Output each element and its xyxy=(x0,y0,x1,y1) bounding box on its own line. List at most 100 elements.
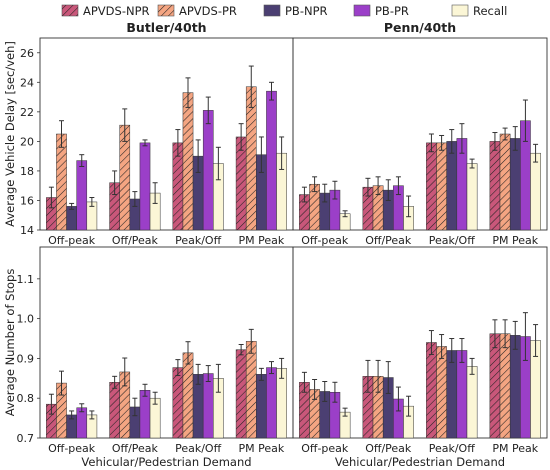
bar-hatch xyxy=(246,86,257,230)
y-tick-label: 1.1 xyxy=(17,273,35,286)
bar xyxy=(139,142,151,231)
y-tick-label: 18 xyxy=(20,165,34,178)
legend-label: PB-PR xyxy=(375,4,409,18)
y-tick-label: 0.9 xyxy=(17,352,35,365)
bar xyxy=(509,335,521,439)
y-axis-label: Average Vehicle Delay [sec/veh] xyxy=(3,41,17,227)
x-tick-label: Off/Peak xyxy=(365,234,412,247)
bar-hatch xyxy=(46,197,57,230)
bar-hatch xyxy=(362,376,374,438)
panel-title: Butler/40th xyxy=(126,20,206,35)
x-tick-label: Peak/Off xyxy=(429,442,475,455)
bar-hatch xyxy=(426,342,437,438)
bar-hatch xyxy=(489,141,501,230)
y-tick-label: 16 xyxy=(20,194,34,207)
bar-hatch xyxy=(373,185,384,230)
bar xyxy=(466,366,478,439)
bar-hatch xyxy=(182,92,194,231)
bar-hatch xyxy=(299,194,310,230)
bar-hatch xyxy=(373,376,384,438)
bar xyxy=(509,138,521,231)
x-tick-label: Off-peak xyxy=(48,234,96,247)
bar-hatch xyxy=(109,182,120,230)
legend-swatch xyxy=(353,4,371,17)
legend-label: Recall xyxy=(473,4,507,18)
legend-swatch-hatch xyxy=(158,5,174,16)
bar-hatch xyxy=(299,382,310,438)
y-tick-label: 0.8 xyxy=(17,392,35,405)
bar-hatch xyxy=(119,371,130,438)
x-tick-label: PM Peak xyxy=(492,234,538,247)
panel-title: Penn/40th xyxy=(384,20,456,35)
x-tick-label: Off/Peak xyxy=(112,234,159,247)
x-tick-label: Peak/Off xyxy=(175,442,221,455)
bar-hatch xyxy=(182,352,194,438)
bar xyxy=(202,110,214,231)
bar-hatch xyxy=(436,346,447,438)
bar xyxy=(139,390,151,439)
legend-swatch-hatch xyxy=(62,5,78,16)
bar-hatch xyxy=(56,134,67,230)
bar-hatch xyxy=(362,187,374,230)
bar xyxy=(466,163,478,231)
y-tick-label: 0.7 xyxy=(17,432,35,445)
x-axis-label: Vehicular/Pedestrian Demand xyxy=(81,455,251,469)
bar-hatch xyxy=(309,184,320,230)
x-tick-label: Off/Peak xyxy=(365,442,412,455)
legend-swatch xyxy=(451,4,469,17)
y-tick-label: 22 xyxy=(20,106,34,119)
y-tick-label: 14 xyxy=(20,224,34,237)
bar-hatch xyxy=(500,134,511,230)
bar-hatch xyxy=(236,349,247,438)
y-tick-label: 26 xyxy=(20,47,34,60)
bar xyxy=(76,407,88,439)
bar xyxy=(256,374,267,439)
x-tick-label: Off-peak xyxy=(48,442,96,455)
bar xyxy=(530,152,541,231)
legend-label: APVDS-NPR xyxy=(83,4,150,18)
plot-frame xyxy=(292,37,548,231)
bar-hatch xyxy=(119,125,130,230)
bar-hatch xyxy=(109,382,120,438)
bar xyxy=(446,141,458,231)
y-tick-label: 24 xyxy=(20,76,34,89)
bar xyxy=(266,367,277,439)
x-tick-label: PM Peak xyxy=(492,442,538,455)
x-tick-label: Off-peak xyxy=(301,234,349,247)
chart-panel: Penn/40th Off-peak Off/Peak Peak/Off PM Peak xyxy=(292,20,548,247)
bar xyxy=(266,90,277,231)
bar-hatch xyxy=(236,136,247,230)
bar-hatch xyxy=(246,341,257,438)
bar xyxy=(456,350,468,439)
bar-hatch xyxy=(500,333,511,438)
plot-frame xyxy=(292,246,548,439)
bar-hatch xyxy=(426,142,437,230)
bar-hatch xyxy=(489,333,501,438)
legend-label: PB-NPR xyxy=(285,4,328,18)
bar xyxy=(202,373,214,439)
bar-hatch xyxy=(56,383,67,438)
x-tick-label: Peak/Off xyxy=(175,234,221,247)
legend-swatch xyxy=(263,4,281,17)
y-axis-label: Average Number of Stops xyxy=(3,269,17,417)
bar-hatch xyxy=(46,404,57,438)
y-tick-label: 1.0 xyxy=(17,313,35,326)
x-axis-label: Vehicular/Pedestrian Demand xyxy=(335,455,505,469)
bar xyxy=(76,160,88,231)
x-tick-label: Off-peak xyxy=(301,442,349,455)
x-tick-label: Off/Peak xyxy=(112,442,159,455)
legend: APVDS-NPR APVDS-PR PB-NPR PB-PR Recall xyxy=(61,4,507,18)
y-tick-label: 20 xyxy=(20,135,34,148)
bar-hatch xyxy=(309,389,320,438)
bar xyxy=(66,206,77,231)
bar-hatch xyxy=(172,142,183,230)
legend-label: APVDS-PR xyxy=(179,4,237,18)
bar-hatch xyxy=(436,142,447,230)
x-tick-label: Peak/Off xyxy=(429,234,475,247)
x-tick-label: PM Peak xyxy=(239,234,285,247)
bar-hatch xyxy=(172,367,183,438)
